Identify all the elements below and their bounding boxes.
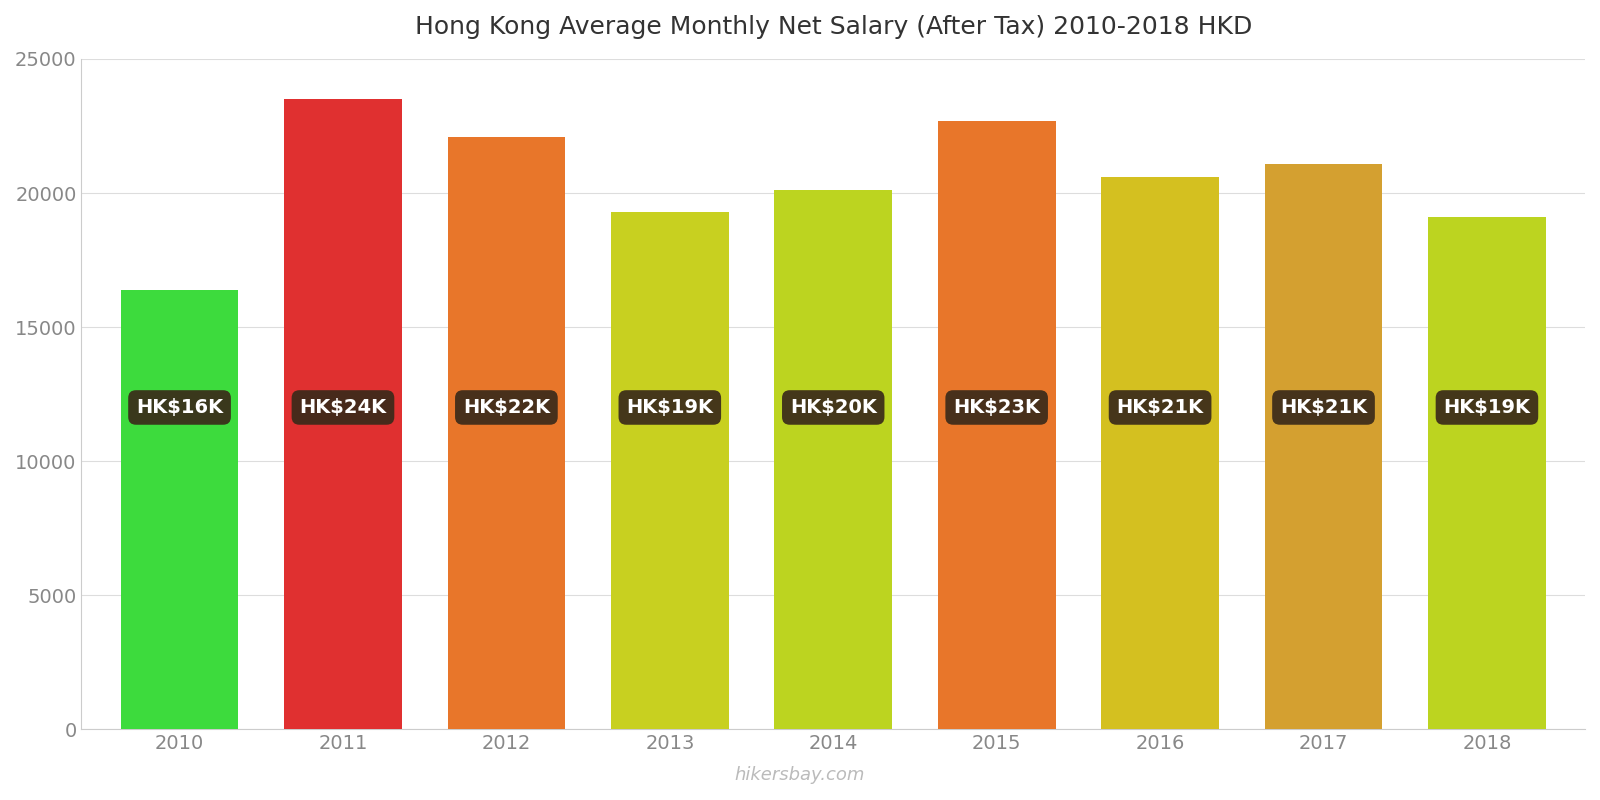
Text: HK$19K: HK$19K bbox=[626, 398, 714, 417]
Bar bbox=[938, 121, 1056, 729]
Text: HK$21K: HK$21K bbox=[1280, 398, 1366, 417]
Bar bbox=[448, 137, 565, 729]
Text: HK$20K: HK$20K bbox=[790, 398, 877, 417]
Text: HK$16K: HK$16K bbox=[136, 398, 222, 417]
Title: Hong Kong Average Monthly Net Salary (After Tax) 2010-2018 HKD: Hong Kong Average Monthly Net Salary (Af… bbox=[414, 15, 1251, 39]
Bar bbox=[611, 212, 728, 729]
Bar bbox=[1429, 217, 1546, 729]
Bar bbox=[120, 290, 238, 729]
Text: HK$19K: HK$19K bbox=[1443, 398, 1531, 417]
Text: HK$22K: HK$22K bbox=[462, 398, 550, 417]
Text: HK$21K: HK$21K bbox=[1117, 398, 1203, 417]
Bar bbox=[1264, 163, 1382, 729]
Bar bbox=[1101, 177, 1219, 729]
Bar bbox=[285, 99, 402, 729]
Text: HK$23K: HK$23K bbox=[954, 398, 1040, 417]
Text: HK$24K: HK$24K bbox=[299, 398, 387, 417]
Bar bbox=[774, 190, 893, 729]
Text: hikersbay.com: hikersbay.com bbox=[734, 766, 866, 784]
